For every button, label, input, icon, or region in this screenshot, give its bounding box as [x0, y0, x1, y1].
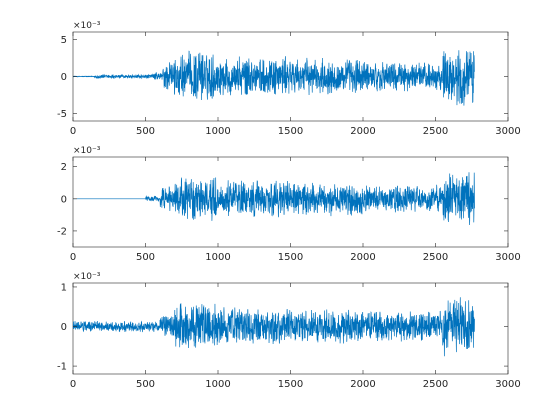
x-tick-label: 2000 [350, 126, 375, 137]
y-exponent-label: ×10⁻³ [73, 21, 101, 31]
y-tick-label: 0 [61, 322, 67, 333]
y-exponent-label: ×10⁻³ [73, 272, 101, 282]
y-tick-label: 0 [61, 194, 67, 205]
y-tick-label: -1 [57, 362, 67, 373]
x-tick-label: 3000 [495, 379, 520, 390]
y-exponent-label: ×10⁻³ [73, 146, 101, 156]
x-tick-label: 1500 [278, 126, 303, 137]
x-tick-label: 0 [70, 379, 76, 390]
x-tick-label: 3000 [495, 252, 520, 263]
signal-series-bottom [73, 297, 475, 357]
y-tick-label: 5 [61, 35, 67, 46]
x-tick-label: 2500 [423, 126, 448, 137]
subplot-bottom: 0 500 1000 1500 2000 2500 3000-101×10⁻³ [57, 272, 521, 390]
x-tick-label: 1500 [278, 252, 303, 263]
x-tick-label: 2000 [350, 252, 375, 263]
x-tick-label: 500 [136, 252, 155, 263]
x-tick-label: 1500 [278, 379, 303, 390]
axes-frame-middle [72, 156, 509, 248]
subplot-middle: 0 500 1000 1500 2000 2500 3000 -2 0 2 ×10⁻³ [57, 146, 521, 263]
x-tick-label: 2500 [423, 379, 448, 390]
subplot-top: 0 500 1000 1500 2000 2500 3000-505×10⁻³ [57, 21, 521, 137]
x-tick-label: 0 [70, 252, 76, 263]
y-tick-label: 1 [61, 282, 67, 293]
x-tick-label: 2500 [423, 252, 448, 263]
y-tick-label: -2 [57, 226, 67, 237]
signal-series-middle [73, 172, 475, 226]
x-tick-label: 500 [136, 379, 155, 390]
x-tick-label: 500 [136, 126, 155, 137]
signal-series-top [73, 50, 475, 106]
x-tick-label: 1000 [205, 126, 230, 137]
x-tick-label: 3000 [495, 126, 520, 137]
y-tick-label: -5 [57, 109, 67, 120]
y-tick-label: 0 [61, 72, 67, 83]
x-tick-label: 1000 [205, 379, 230, 390]
x-tick-label: 1000 [205, 252, 230, 263]
x-tick-label: 0 [70, 126, 76, 137]
y-tick-label: 2 [61, 162, 67, 173]
x-tick-label: 2000 [350, 379, 375, 390]
